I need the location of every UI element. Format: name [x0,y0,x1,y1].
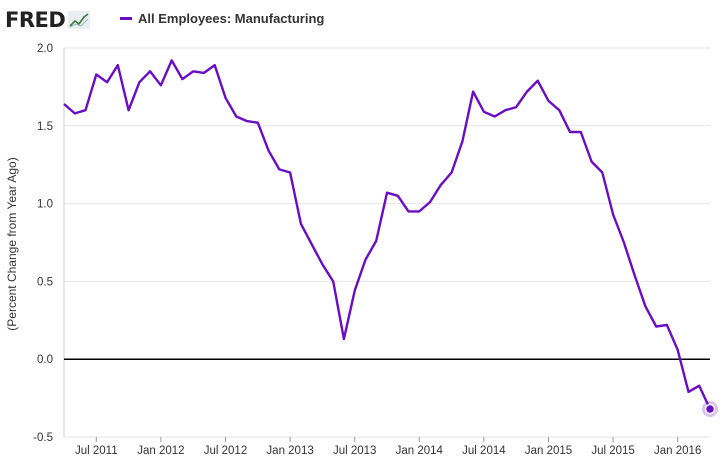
chart-header: FRED All Employees: Manufacturing [0,0,728,40]
data-point[interactable] [621,240,626,245]
data-point[interactable] [686,389,691,394]
last-point-dot[interactable] [704,403,716,415]
data-point[interactable] [524,89,529,94]
data-point[interactable] [266,148,271,153]
data-point[interactable] [341,336,346,341]
y-tick-label: 0.0 [37,354,53,366]
x-tick-label: Jan 2013 [266,445,313,457]
data-point[interactable] [611,212,616,217]
y-tick-labels: 2.0 1.5 1.0 0.5 0.0 -0.5 [33,43,53,444]
data-point[interactable] [352,288,357,293]
data-point[interactable] [546,98,551,103]
data-point[interactable] [449,170,454,175]
x-tick-label: Jan 2014 [396,445,444,457]
data-point[interactable] [212,63,217,68]
data-point[interactable] [385,190,390,195]
data-point[interactable] [62,102,67,107]
data-point[interactable] [568,130,573,135]
x-tick-label: Jul 2011 [75,445,118,457]
data-point[interactable] [632,273,637,278]
y-tick-label: 0.5 [37,276,53,288]
data-point[interactable] [438,182,443,187]
x-tick-label: Jul 2013 [333,445,376,457]
data-point[interactable] [137,80,142,85]
y-tick-label: 1.5 [37,121,53,133]
data-point[interactable] [288,170,293,175]
data-point[interactable] [331,279,336,284]
data-point[interactable] [589,159,594,164]
data-point[interactable] [126,108,131,113]
data-point[interactable] [148,69,153,74]
data-point[interactable] [201,70,206,75]
data-point[interactable] [83,108,88,113]
data-point[interactable] [428,200,433,205]
data-point[interactable] [417,209,422,214]
y-tick-label: 1.0 [37,199,53,211]
data-point[interactable] [234,114,239,119]
data-point[interactable] [94,72,99,77]
last-point-marker [702,400,718,417]
data-point[interactable] [460,139,465,144]
data-point[interactable] [395,193,400,198]
data-point[interactable] [363,257,368,262]
data-point[interactable] [654,324,659,329]
data-point[interactable] [557,108,562,113]
legend-label: All Employees: Manufacturing [138,11,325,26]
x-tick-label: Jan 2012 [137,445,184,457]
data-point[interactable] [600,170,605,175]
data-point[interactable] [535,78,540,83]
x-tick-label: Jan 2015 [525,445,572,457]
data-point[interactable] [471,89,476,94]
data-point[interactable] [115,63,120,68]
data-point[interactable] [191,69,196,74]
data-point[interactable] [72,111,77,116]
x-tick-labels: Jul 2011 Jan 2012 Jul 2012 Jan 2013 Jul 2013… [75,437,701,457]
data-point[interactable] [481,109,486,114]
data-point[interactable] [374,238,379,243]
y-tick-label: 2.0 [37,43,53,55]
data-point[interactable] [697,383,702,388]
data-point[interactable] [503,108,508,113]
data-point[interactable] [309,242,314,247]
x-tick-label: Jan 2016 [654,445,701,457]
data-point[interactable] [169,58,174,63]
fred-logo[interactable]: FRED [5,6,91,34]
data-point[interactable] [514,105,519,110]
data-point[interactable] [277,167,282,172]
data-point[interactable] [158,83,163,88]
data-point[interactable] [492,114,497,119]
data-point[interactable] [578,130,583,135]
data-point[interactable] [320,262,325,267]
x-tick-label: Jul 2012 [204,445,247,457]
series-line-manufacturing[interactable] [63,59,712,410]
data-point[interactable] [180,77,185,82]
data-point[interactable] [245,119,250,124]
grid-lines [63,47,710,438]
data-point[interactable] [675,347,680,352]
data-point[interactable] [643,304,648,309]
y-tick-label: -0.5 [33,432,53,444]
legend-swatch [120,17,132,20]
data-point[interactable] [406,209,411,214]
data-point[interactable] [664,322,669,327]
legend: All Employees: Manufacturing [120,11,324,26]
data-point[interactable] [223,95,228,100]
data-point[interactable] [298,221,303,226]
data-point[interactable] [255,120,260,125]
data-point[interactable] [105,80,110,85]
x-tick-label: Jul 2015 [591,445,634,457]
logo-text: FRED [5,8,66,32]
fred-chart-icon [68,11,91,29]
x-tick-label: Jul 2014 [462,445,506,457]
